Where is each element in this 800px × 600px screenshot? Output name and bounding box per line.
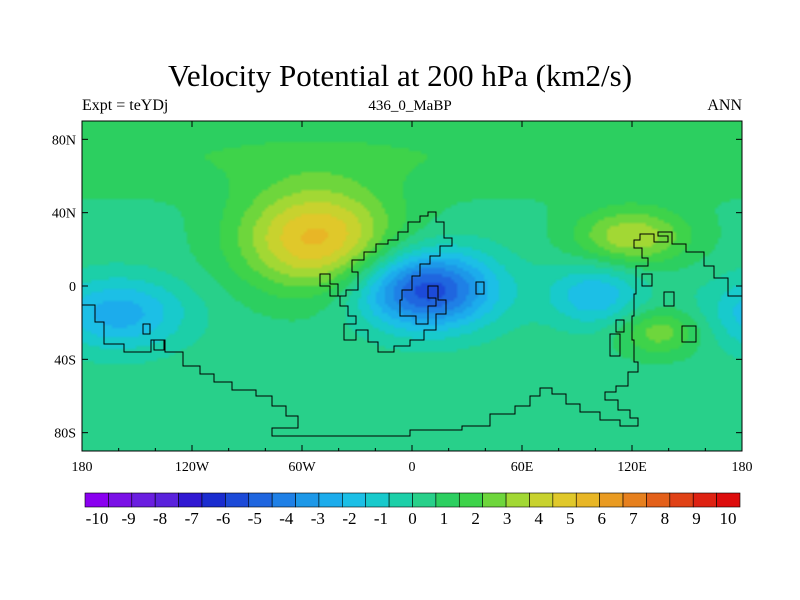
colorbar-label: -8 <box>153 509 167 528</box>
colorbar-swatch <box>692 492 717 508</box>
colorbar-swatch <box>388 492 413 508</box>
colorbar-swatch <box>458 492 483 508</box>
colorbar-swatch <box>552 492 577 508</box>
colorbar-label: 6 <box>598 509 607 528</box>
x-axis: 180 120W 60W 0 60E 120E 180 <box>72 121 753 475</box>
colorbar-label: 2 <box>471 509 480 528</box>
y-tick-label: 80N <box>52 133 76 148</box>
colorbar-label: 7 <box>629 509 638 528</box>
colorbar-swatch <box>248 492 273 508</box>
colorbar-swatch <box>84 492 109 508</box>
x-tick-label: 180 <box>732 460 753 475</box>
map-plot: 180 120W 60W 0 60E 120E 180 80N 40N 0 40S 80S <box>52 120 753 475</box>
x-tick-label: 180 <box>72 460 93 475</box>
y-tick-label: 80S <box>54 427 76 442</box>
colorbar-label: 1 <box>440 509 449 528</box>
coastlines <box>82 231 742 437</box>
colorbar-label: -4 <box>279 509 294 528</box>
colorbar-swatch <box>295 492 320 508</box>
colorbar-swatch <box>271 492 296 508</box>
season-label: ANN <box>707 97 742 114</box>
colorbar-swatch <box>154 492 179 508</box>
colorbar-swatch <box>716 492 741 508</box>
colorbar-swatch <box>342 492 367 508</box>
y-axis: 80N 40N 0 40S 80S <box>52 133 742 442</box>
colorbar-label: 4 <box>534 509 543 528</box>
colorbar-label: -9 <box>121 509 135 528</box>
colorbar-label: -10 <box>86 509 109 528</box>
colorbar-swatch <box>622 492 647 508</box>
coastline-north-america <box>319 211 453 353</box>
colorbar-label: 8 <box>661 509 670 528</box>
period-label: 436_0_MaBP <box>368 98 452 114</box>
colorbar-swatch <box>201 492 226 508</box>
colorbar-swatch <box>178 492 203 508</box>
colorbar-swatch <box>131 492 156 508</box>
colorbar-swatch <box>646 492 671 508</box>
colorbar-swatch <box>435 492 460 508</box>
colorbar-label: 3 <box>503 509 512 528</box>
colorbar-label: 5 <box>566 509 575 528</box>
chart-title: Velocity Potential at 200 hPa (km2/s) <box>167 58 633 93</box>
colorbar-label: -2 <box>342 509 356 528</box>
colorbar-label: 10 <box>720 509 737 528</box>
colorbar: -10 -9 -8 -7 -6 -5 -4 -3 -2 -1 0 1 2 3 4 5 6 7 8 9 10 <box>84 492 741 528</box>
x-tick-label: 60W <box>288 460 316 475</box>
colorbar-swatch <box>365 492 390 508</box>
colorbar-swatch <box>412 492 437 508</box>
colorbar-swatch <box>669 492 694 508</box>
x-tick-label: 60E <box>511 460 534 475</box>
colorbar-swatch <box>318 492 343 508</box>
coastline-islands <box>142 273 697 357</box>
experiment-label: Expt = teYDj <box>82 97 169 114</box>
colorbar-label: -7 <box>185 509 200 528</box>
colorbar-swatch <box>599 492 624 508</box>
colorbar-label: 9 <box>692 509 701 528</box>
colorbar-swatch <box>529 492 554 508</box>
x-tick-label: 120E <box>617 460 647 475</box>
colorbar-swatch <box>505 492 530 508</box>
colorbar-swatch <box>108 492 133 508</box>
colorbar-swatch <box>225 492 250 508</box>
x-tick-label: 120W <box>175 460 210 475</box>
y-tick-label: 40N <box>52 207 76 222</box>
colorbar-label: -3 <box>311 509 325 528</box>
x-tick-label: 0 <box>409 460 416 475</box>
colorbar-label: 0 <box>408 509 417 528</box>
colorbar-label: -5 <box>248 509 262 528</box>
colorbar-label: -6 <box>216 509 230 528</box>
colorbar-swatch <box>482 492 507 508</box>
colorbar-label: -1 <box>374 509 388 528</box>
colorbar-swatch <box>575 492 600 508</box>
y-tick-label: 40S <box>54 353 76 368</box>
y-tick-label: 0 <box>69 280 76 295</box>
